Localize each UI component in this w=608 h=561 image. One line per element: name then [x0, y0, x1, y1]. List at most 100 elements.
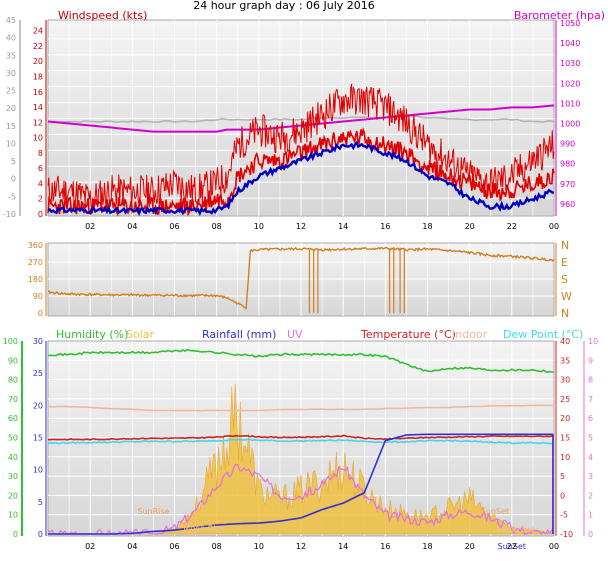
y2-tick-label: 980	[560, 160, 575, 169]
x-tick-label: 00	[549, 542, 559, 551]
temp-tick: 15	[560, 434, 570, 443]
legend-item: Temperature (°C)	[360, 328, 456, 341]
barometer-ref-line	[47, 115, 555, 124]
y-outer-tick: -10	[3, 210, 16, 219]
temp-tick: 25	[560, 395, 570, 404]
humidity-tick: 10	[8, 511, 18, 520]
y2-tick-label: 960	[560, 200, 575, 209]
uv-tick: 8	[588, 376, 593, 385]
y-tick-label: 14	[33, 103, 43, 112]
legend-item: Dew Point (°C)	[503, 328, 583, 341]
y-outer-tick: 30	[6, 69, 16, 78]
wind-average-line	[47, 140, 555, 217]
y-tick-label: 4	[38, 179, 43, 188]
dewpoint-line	[47, 438, 555, 445]
wind-direction-line	[47, 246, 555, 310]
humidity-line	[48, 348, 555, 374]
x-tick-label: 18	[422, 222, 432, 231]
y-outer-tick: -5	[8, 192, 16, 201]
annotation-label: Moon Set	[497, 525, 534, 534]
y2-tick-label: 970	[560, 180, 575, 189]
temperature-line	[47, 434, 555, 441]
temp-tick: 30	[560, 376, 570, 385]
x-tick-label: 12	[296, 222, 306, 231]
temp-tick: 10	[560, 453, 570, 462]
temp-series	[47, 348, 555, 536]
x-tick-label: 04	[127, 542, 137, 551]
humidity-tick: 80	[8, 376, 18, 385]
x-tick-label: 08	[212, 542, 222, 551]
legend-item: UV	[287, 328, 303, 341]
uv-tick: 3	[588, 472, 593, 481]
y-tick-label: 90	[33, 292, 43, 301]
y-outer-tick: 45	[6, 16, 16, 25]
rain-tick: 20	[33, 401, 43, 410]
y2-tick-label: 1000	[560, 120, 580, 129]
y2-tick-label: 1020	[560, 79, 580, 88]
legend-item: Humidity (%)	[56, 328, 128, 341]
y-outer-tick: 10	[6, 139, 16, 148]
y-tick-label: 16	[33, 88, 43, 97]
x-tick-label: 00	[549, 222, 559, 231]
x-tick-label: 08	[212, 222, 222, 231]
temp-tick: 35	[560, 356, 570, 365]
x-tick-label: 22	[507, 542, 517, 551]
y-tick-label: 20	[33, 57, 43, 66]
x-tick-label: 10	[254, 222, 264, 231]
y-tick-label: 18	[33, 72, 43, 81]
compass-label: W	[561, 290, 572, 303]
x-tick-label: 20	[465, 542, 475, 551]
y-outer-tick: 20	[6, 104, 16, 113]
temp-tick: -10	[560, 530, 573, 539]
rain-tick: 30	[33, 337, 43, 346]
x-tick-label: 02	[85, 542, 95, 551]
wind-series	[47, 83, 555, 217]
temp-tick: 40	[560, 337, 570, 346]
gust-line	[47, 83, 555, 211]
barometer-label: Barometer (hpa)	[514, 9, 605, 22]
windspeed-label: Windspeed (kts)	[58, 9, 147, 22]
uv-tick: 2	[588, 491, 593, 500]
humidity-tick: 0	[13, 530, 18, 539]
y2-tick-label: 1010	[560, 99, 580, 108]
y-tick-label: 180	[28, 275, 43, 284]
rain-tick: 0	[38, 530, 43, 539]
temp-annotations: SunRise SunSet Moon Rise Moon Set SunSet	[137, 507, 534, 551]
temp-tick: -5	[560, 511, 568, 520]
annotation-label: SunRise	[137, 507, 169, 516]
y-tick-label: 0	[38, 309, 43, 318]
rain-tick: 15	[33, 434, 43, 443]
x-tick-label: 22	[507, 222, 517, 231]
chart-title: 24 hour graph day : 06 July 2016	[193, 0, 375, 12]
y2-tick-label: 1040	[560, 39, 580, 48]
humidity-tick: 30	[8, 472, 18, 481]
winddir-grid	[48, 243, 554, 316]
y-tick-label: 0	[38, 210, 43, 219]
humidity-tick: 40	[8, 453, 18, 462]
y-tick-label: 8	[38, 149, 43, 158]
annotation-label: Moon Rise	[183, 524, 224, 533]
y-tick-label: 12	[33, 118, 43, 127]
x-tick-label: 20	[465, 222, 475, 231]
compass-label: N	[561, 307, 569, 320]
temp-tick: 0	[560, 491, 565, 500]
y-outer-tick: 15	[6, 122, 16, 131]
rain-tick: 10	[33, 466, 43, 475]
y-tick-label: 360	[28, 241, 43, 250]
x-tick-label: 04	[127, 222, 137, 231]
x-tick-label: 02	[85, 222, 95, 231]
x-tick-label: 06	[169, 542, 179, 551]
uv-tick: 10	[588, 337, 598, 346]
y2-tick-label: 990	[560, 140, 575, 149]
y-outer-tick: 0	[11, 175, 16, 184]
humidity-tick: 70	[8, 395, 18, 404]
rain-tick: 25	[33, 369, 43, 378]
compass-label: N	[561, 239, 569, 252]
y-outer-tick: 5	[11, 157, 16, 166]
uv-tick: 5	[588, 434, 593, 443]
barometer-line	[47, 104, 555, 133]
compass-label: E	[561, 256, 568, 269]
humidity-tick: 60	[8, 414, 18, 423]
y-outer-tick: 40	[6, 34, 16, 43]
